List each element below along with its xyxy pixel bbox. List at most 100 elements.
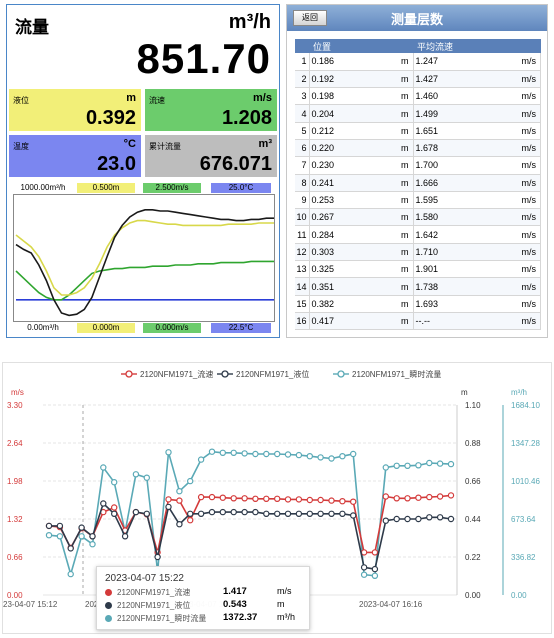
series-point[interactable] [328, 510, 335, 517]
series-point[interactable] [208, 493, 216, 501]
series-point[interactable] [371, 565, 379, 573]
series-point[interactable] [436, 514, 444, 521]
series-point[interactable] [328, 497, 335, 504]
series-point[interactable] [197, 493, 205, 501]
series-point[interactable] [426, 459, 433, 467]
series-point[interactable] [263, 450, 270, 458]
series-point[interactable] [295, 451, 303, 459]
series-point[interactable] [67, 545, 74, 552]
series-point[interactable] [317, 496, 324, 504]
series-point[interactable] [447, 492, 455, 499]
series-point[interactable] [393, 462, 400, 470]
series-point[interactable] [176, 520, 183, 528]
series-point[interactable] [393, 495, 400, 502]
series-point[interactable] [132, 471, 140, 478]
series-point[interactable] [176, 497, 183, 504]
series-point[interactable] [284, 510, 292, 517]
series-point[interactable] [339, 452, 346, 460]
trend-chart[interactable]: 2120NFM1971_流速 2120NFM1971_液位 2120NFM1971_… [3, 363, 553, 635]
series-point[interactable] [252, 508, 259, 516]
series-point[interactable] [143, 474, 150, 481]
series-point[interactable] [447, 460, 455, 468]
series-point[interactable] [306, 452, 313, 460]
series-point[interactable] [56, 522, 64, 530]
series-point[interactable] [45, 531, 53, 539]
series-point[interactable] [436, 493, 444, 500]
series-point[interactable] [284, 496, 292, 503]
series-point[interactable] [415, 494, 422, 501]
series-point[interactable] [371, 549, 379, 556]
series-point[interactable] [274, 450, 281, 458]
series-point[interactable] [274, 510, 281, 517]
series-point[interactable] [186, 477, 194, 485]
series-point[interactable] [165, 449, 172, 456]
series-point[interactable] [274, 495, 281, 502]
series-point[interactable] [89, 540, 96, 548]
series-point[interactable] [165, 496, 172, 503]
legend-label[interactable]: 2120NFM1971_瞬时流量 [352, 369, 441, 379]
legend-label[interactable]: 2120NFM1971_液位 [236, 369, 309, 379]
series-point[interactable] [100, 464, 107, 471]
series-point[interactable] [284, 451, 292, 458]
series-point[interactable] [100, 500, 107, 507]
series-point[interactable] [110, 504, 118, 511]
series-point[interactable] [208, 508, 216, 516]
series-point[interactable] [360, 549, 368, 556]
series-point[interactable] [436, 460, 444, 467]
series-point[interactable] [78, 533, 85, 540]
series-point[interactable] [219, 449, 226, 457]
series-point[interactable] [447, 515, 455, 523]
series-point[interactable] [78, 524, 85, 531]
series-point[interactable] [360, 564, 368, 571]
series-point[interactable] [360, 571, 368, 578]
series-point[interactable] [56, 533, 64, 540]
series-point[interactable] [350, 512, 357, 519]
series-point[interactable] [295, 510, 303, 517]
series-point[interactable] [186, 510, 194, 517]
series-point[interactable] [132, 508, 140, 516]
series-point[interactable] [295, 496, 303, 503]
series-point[interactable] [404, 515, 411, 523]
series-point[interactable] [328, 455, 335, 462]
series-point[interactable] [371, 572, 379, 579]
series-point[interactable] [165, 503, 172, 511]
series-point[interactable] [219, 494, 226, 501]
series-point[interactable] [89, 533, 96, 540]
series-point[interactable] [241, 508, 248, 516]
series-point[interactable] [306, 510, 313, 517]
series-point[interactable] [208, 448, 216, 455]
series-point[interactable] [350, 450, 357, 458]
series-point[interactable] [382, 464, 389, 471]
back-button[interactable]: 返回 [293, 10, 327, 26]
series-point[interactable] [415, 462, 422, 469]
series-point[interactable] [241, 495, 248, 502]
series-point[interactable] [154, 553, 161, 561]
series-point[interactable] [252, 450, 259, 458]
series-point[interactable] [143, 510, 150, 517]
series-point[interactable] [404, 495, 411, 502]
series-point[interactable] [426, 493, 433, 501]
series-point[interactable] [197, 510, 205, 517]
series-point[interactable] [186, 516, 194, 524]
series-point[interactable] [339, 510, 346, 517]
series-point[interactable] [230, 508, 237, 516]
series-point[interactable] [241, 450, 248, 457]
series-point[interactable] [230, 449, 237, 457]
series-point[interactable] [339, 497, 346, 505]
series-point[interactable] [393, 515, 400, 523]
series-point[interactable] [306, 496, 313, 504]
series-point[interactable] [176, 487, 183, 495]
series-point[interactable] [263, 495, 270, 502]
series-point[interactable] [404, 462, 411, 470]
series-point[interactable] [252, 495, 259, 502]
series-point[interactable] [263, 510, 270, 517]
series-point[interactable] [219, 508, 226, 516]
series-point[interactable] [350, 498, 357, 505]
series-point[interactable] [121, 533, 129, 540]
series-point[interactable] [382, 517, 389, 524]
series-point[interactable] [110, 478, 118, 486]
series-point[interactable] [426, 514, 433, 521]
series-point[interactable] [317, 510, 324, 517]
series-point[interactable] [317, 454, 324, 461]
series-point[interactable] [382, 493, 389, 500]
